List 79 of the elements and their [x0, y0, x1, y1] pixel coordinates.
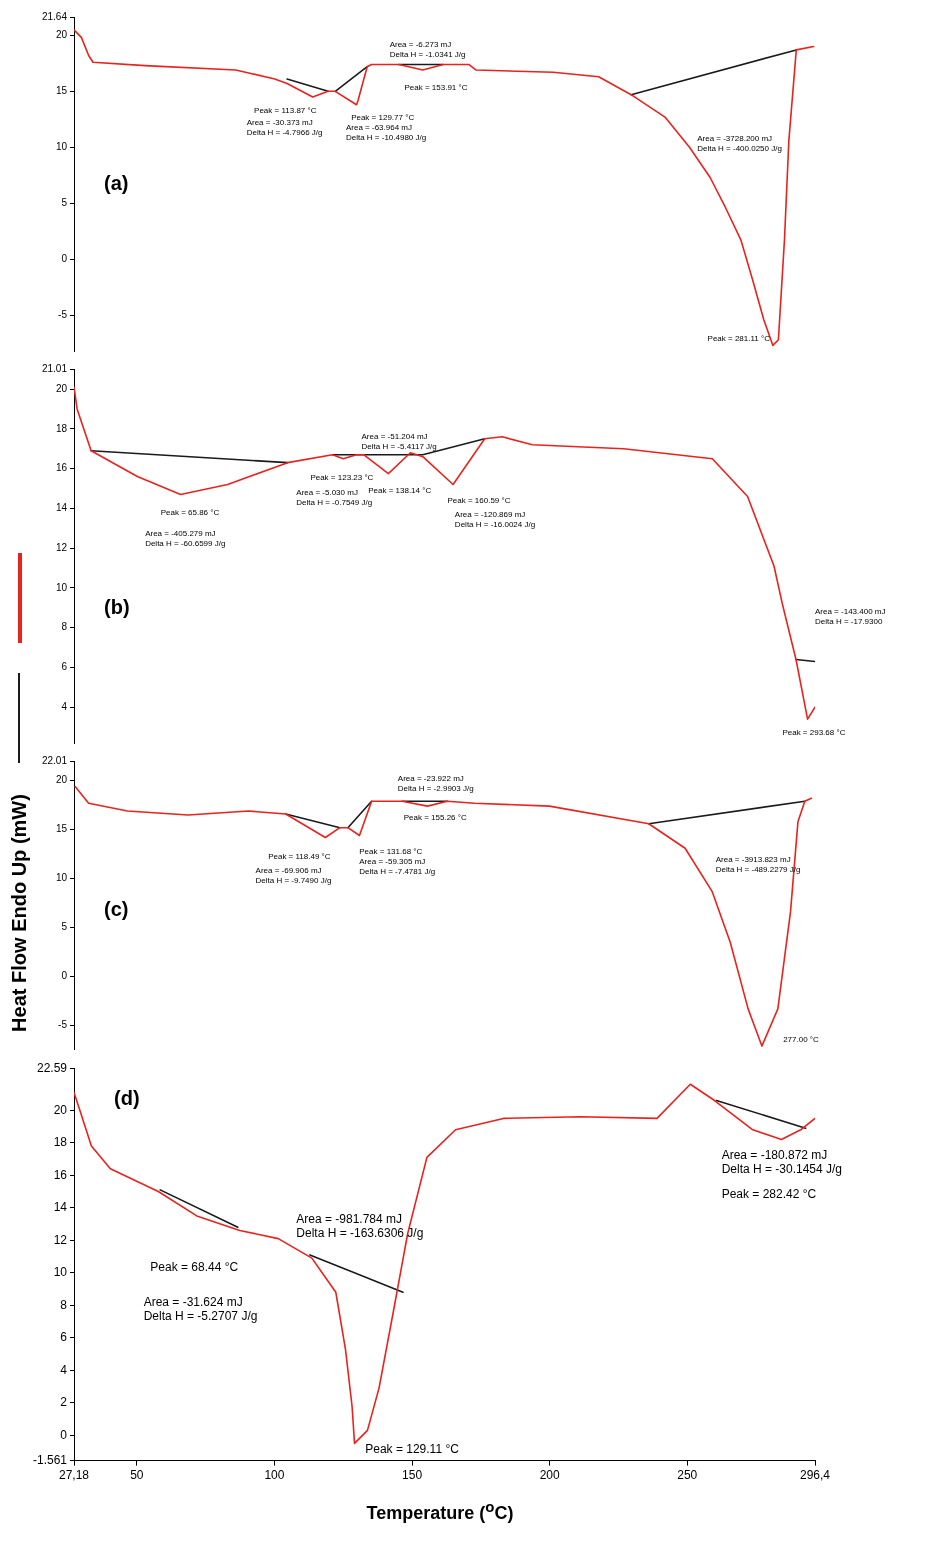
y-tick-label: 0	[61, 970, 68, 982]
y-tick-label: 15	[55, 823, 68, 835]
x-tick-label: 150	[402, 1468, 423, 1483]
annotation: Peak = 153.91 °C	[404, 82, 468, 92]
y-tick-label: 0	[60, 1427, 68, 1442]
annotation: Peak = 281.11 °C	[707, 334, 771, 344]
y-tick-label: 0	[61, 252, 68, 264]
y-tick-label: 20	[55, 774, 68, 786]
y-tick-label: 21.01	[41, 362, 68, 374]
text: (d)	[114, 1087, 140, 1110]
annotation: Area = -405.279 mJ Delta H = -60.6599 J/g	[145, 529, 226, 549]
text: (b)	[104, 595, 130, 618]
y-tick-label: 16	[53, 1167, 68, 1182]
annotation: Area = -6.273 mJ Delta H = -1.0341 J/g	[389, 40, 466, 60]
y-tick-label: 20	[55, 382, 68, 394]
x-tick-label: 27,18	[58, 1468, 90, 1483]
y-tick-label: 10	[55, 141, 68, 153]
y-tick-label: 22.59	[36, 1060, 68, 1075]
annotation: Peak = 129.77 °C	[351, 113, 415, 123]
y-tick-label: 22.01	[41, 754, 68, 766]
y-tick-label: 6	[60, 1330, 68, 1345]
annotation: Peak = 118.49 °C	[268, 852, 331, 862]
annotation: Area = -3728.200 mJ Delta H = -400.0250 J/g	[697, 134, 782, 154]
y-tick-label: 21.64	[41, 10, 68, 22]
annotation: Area = -51.204 mJ Delta H = -5.4117 J/g	[361, 432, 437, 452]
y-tick-label: 4	[61, 700, 68, 712]
y-tick-label: 8	[61, 621, 68, 633]
x-tick-label: 250	[677, 1468, 698, 1483]
annotation: Peak = 129.11 °C	[365, 1441, 460, 1456]
annotation: Peak = 123.23 °C	[310, 472, 374, 482]
y-tick-label: 5	[61, 921, 68, 933]
x-tick-label: 296,4	[799, 1468, 831, 1483]
annotation: Peak = 282.42 °C	[721, 1186, 817, 1201]
x-tick-label: 50	[130, 1468, 144, 1483]
y-tick-label: 15	[55, 85, 68, 97]
y-tick-label: 20	[53, 1102, 68, 1117]
y-tick-label: 10	[55, 872, 68, 884]
text: (a)	[104, 171, 129, 194]
y-tick-label: 10	[55, 581, 68, 593]
annotation: Area = -23.922 mJ Delta H = -2.9903 J/g	[397, 774, 474, 794]
annotation: Area = -30.373 mJ Delta H = -4.7966 J/g	[246, 118, 323, 138]
y-tick-label: 12	[55, 541, 68, 553]
y-tick-label: 16	[55, 462, 68, 474]
x-tick-label: 200	[539, 1468, 560, 1483]
annotation: Peak = 138.14 °C	[368, 485, 432, 495]
y-tick-label: 18	[55, 422, 68, 434]
annotation: Peak = 155.26 °C	[403, 813, 467, 823]
y-axis-title: Heat Flow Endo Up (mW)	[7, 794, 31, 1032]
y-tick-label: 4	[60, 1362, 68, 1377]
y-tick-label: -5	[58, 1019, 68, 1031]
annotation: Peak = 113.87 °C	[254, 106, 317, 116]
y-tick-label: 20	[55, 29, 68, 41]
y-tick-label: 8	[60, 1297, 68, 1312]
y-tick-label: 5	[61, 197, 68, 208]
y-tick-label: 14	[55, 502, 68, 514]
annotation: Peak = 131.68 °C	[359, 846, 423, 856]
y-tick-label: 12	[53, 1232, 68, 1247]
annotation: Area = -120.869 mJ Delta H = -16.0024 J/g	[454, 509, 536, 529]
annotation: Area = -180.872 mJ Delta H = -30.1454 J/g	[721, 1147, 843, 1176]
y-tick-label: 10	[53, 1265, 68, 1280]
x-axis-title: Temperature ($^{o}$C)	[365, 1498, 515, 1524]
annotation: Area = -63.964 mJ Delta H = -10.4980 J/g	[345, 123, 427, 143]
y-tick-label: 18	[53, 1135, 68, 1150]
annotation: Peak = 68.44 °C	[150, 1259, 239, 1274]
annotation: Area = -31.624 mJ Delta H = -5.2707 J/g	[143, 1295, 258, 1324]
y-tick-label: -1.561	[32, 1452, 68, 1467]
annotation: Peak = 160.59 °C	[447, 495, 511, 505]
y-tick-label: 14	[53, 1200, 68, 1215]
annotation: Peak = 293.68 °C	[782, 728, 846, 738]
annotation: Area = -69.906 mJ Delta H = -9.7490 J/g	[255, 866, 332, 886]
x-tick-label: 100	[264, 1468, 285, 1483]
annotation: 277.00 °C	[783, 1035, 820, 1045]
text: (c)	[104, 898, 129, 921]
y-tick-label: 6	[61, 661, 68, 673]
annotation: Area = -59.305 mJ Delta H = -7.4781 J/g	[359, 857, 436, 877]
annotation: Peak = 65.86 °C	[160, 507, 220, 517]
y-tick-label: 2	[60, 1395, 68, 1410]
annotation: Area = -143.400 mJ Delta H = -17.9300	[815, 606, 886, 626]
y-tick-label: -5	[58, 308, 68, 320]
